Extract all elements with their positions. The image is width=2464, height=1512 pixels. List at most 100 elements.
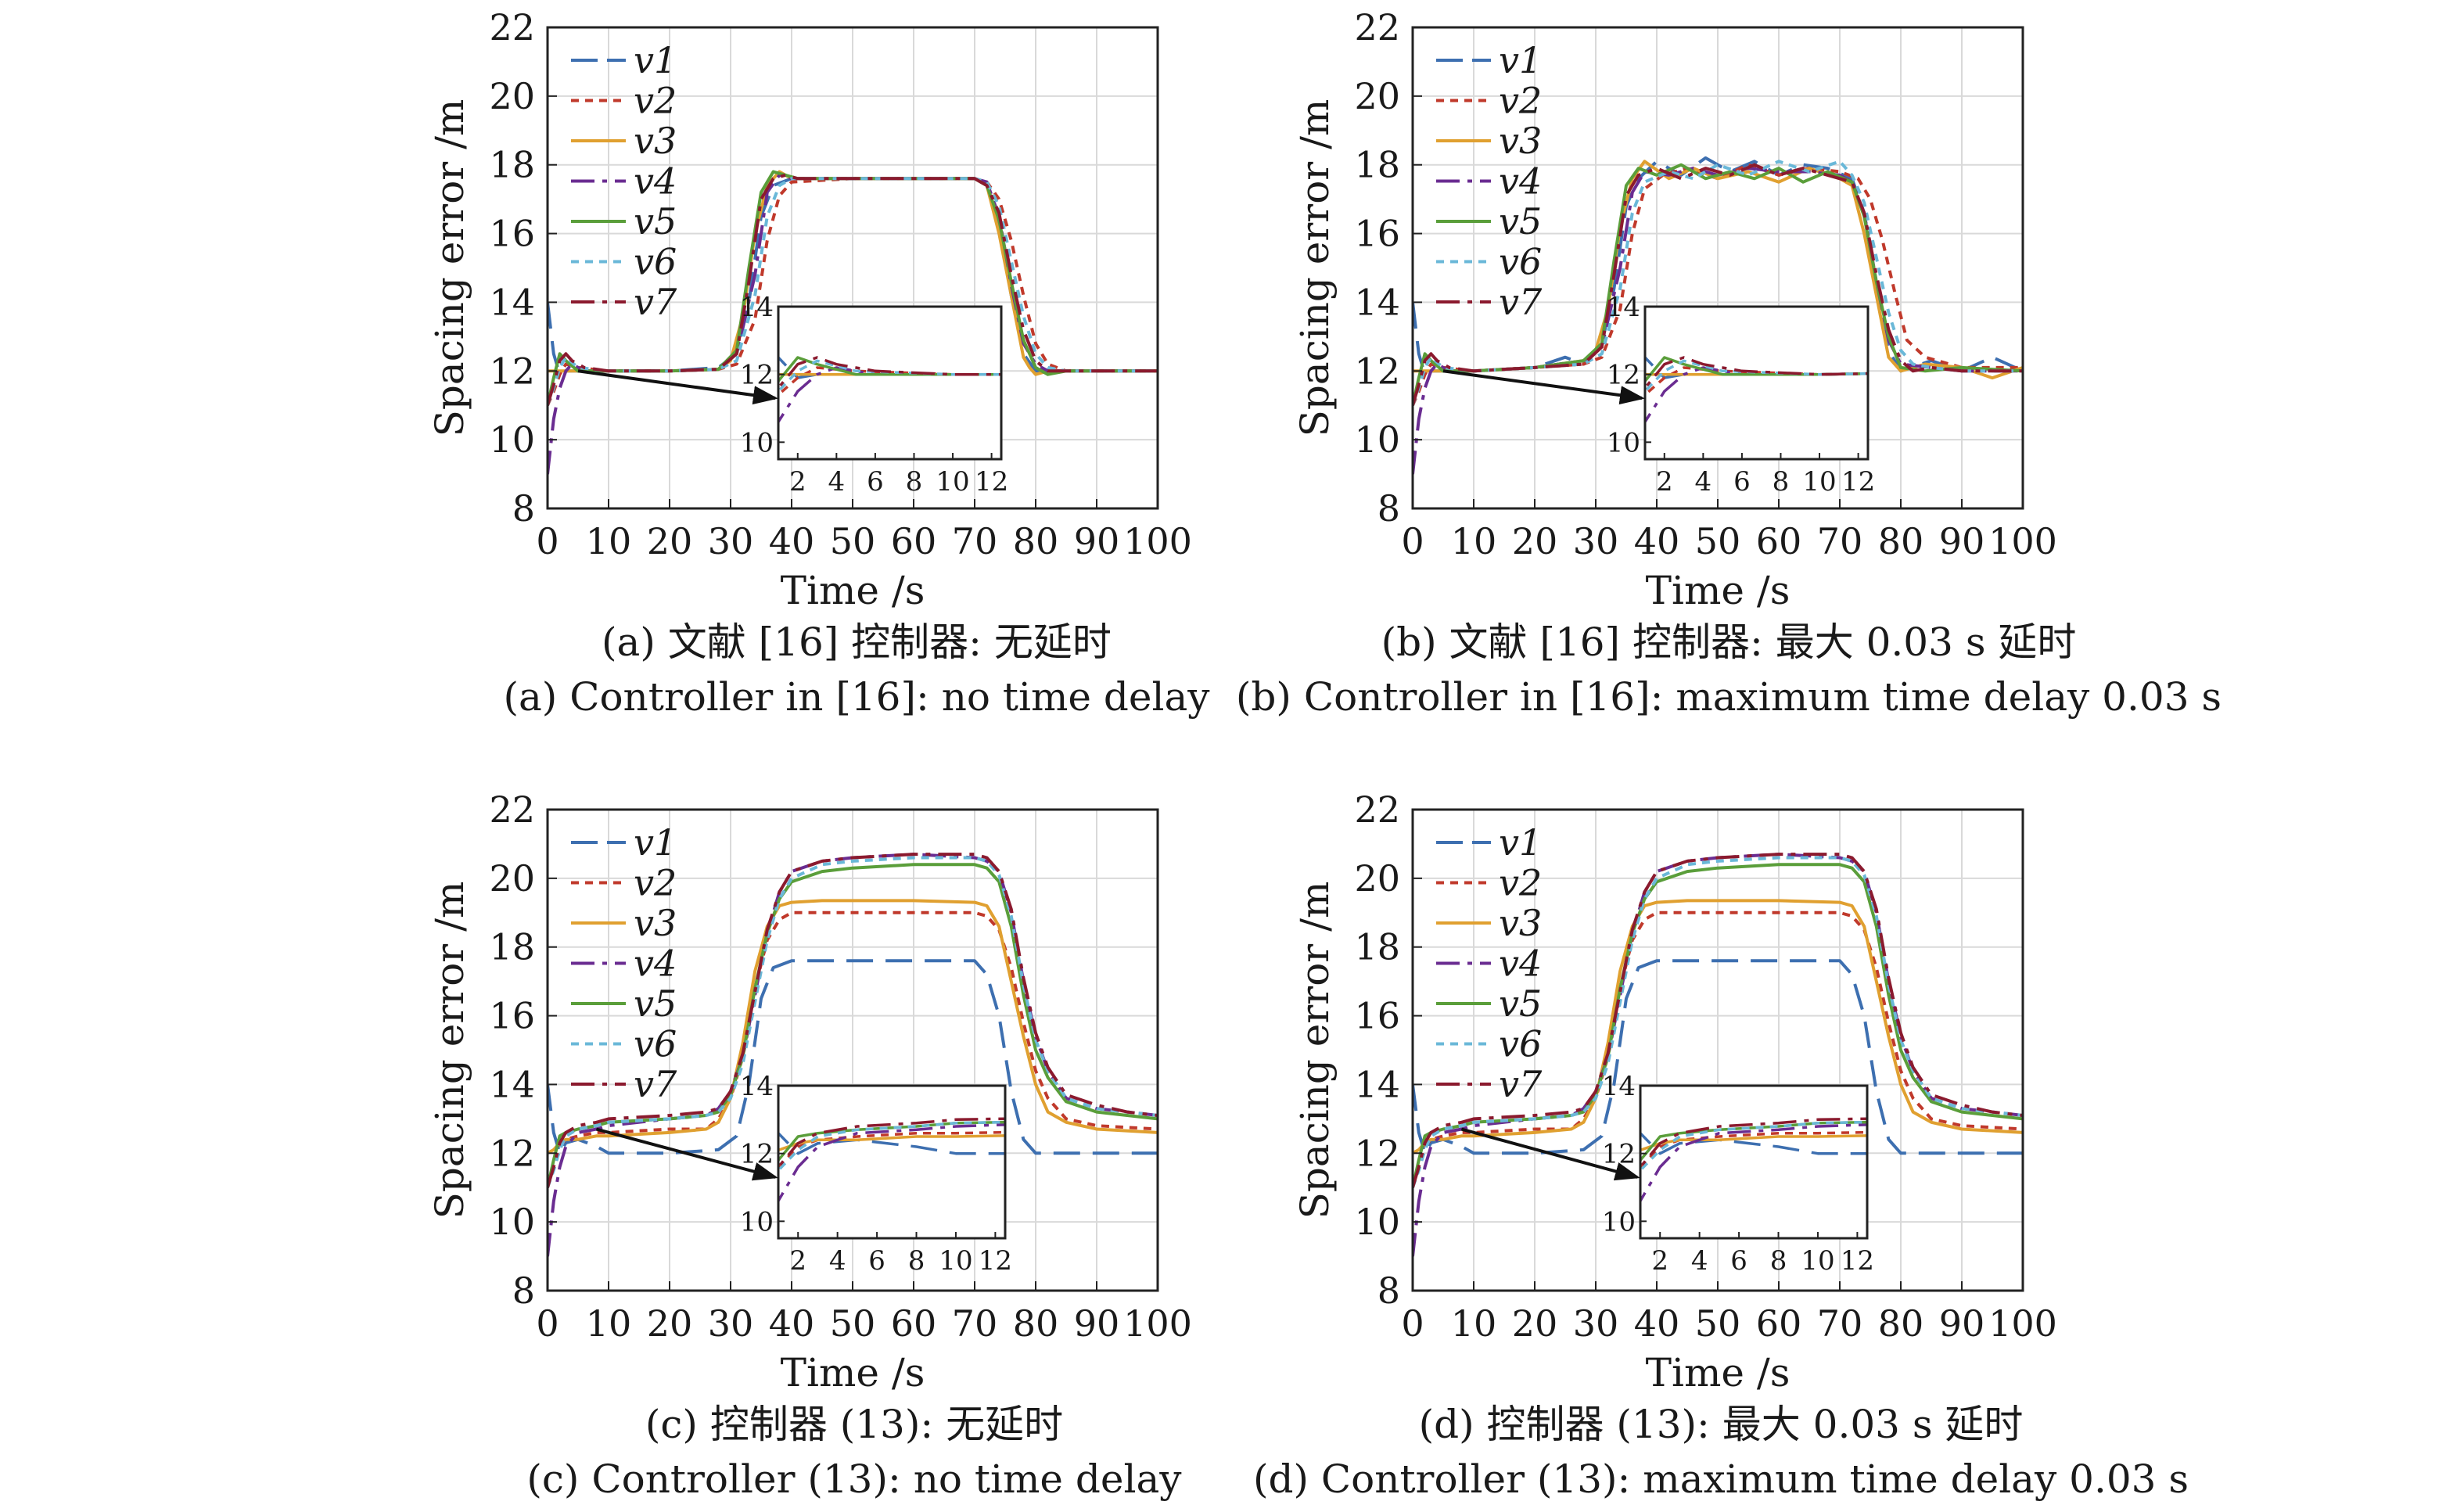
series-line-v1 bbox=[1413, 959, 2023, 1155]
x-tick-label: 10 bbox=[586, 1302, 632, 1345]
y-axis-label: Spacing error /m bbox=[1292, 882, 1338, 1219]
x-tick-label: 60 bbox=[1756, 520, 1802, 562]
x-tick-label: 30 bbox=[1573, 520, 1619, 562]
x-tick-label: 100 bbox=[1988, 1302, 2057, 1345]
inset-series-line-v3 bbox=[1640, 1134, 1867, 1152]
inset-x-tick-label: 12 bbox=[1841, 466, 1875, 497]
y-tick-label: 12 bbox=[1354, 350, 1400, 392]
inset-series-line-v5 bbox=[1640, 1120, 1867, 1163]
x-tick-label: 100 bbox=[1123, 1302, 1192, 1345]
inset-x-tick-label: 6 bbox=[867, 466, 884, 497]
chart-panel-2: 0 10 20 30 40 50 60 70 80 90 100810121416182022Tim… bbox=[1236, 6, 2222, 720]
series-line-v7 bbox=[548, 173, 1158, 406]
y-tick-label: 20 bbox=[489, 857, 535, 900]
x-axis-label: Time /s bbox=[781, 1350, 925, 1395]
chart-panel-3: 0 10 20 30 40 50 60 70 80 90 100810121416182022Tim… bbox=[427, 788, 1192, 1502]
y-tick-label: 8 bbox=[512, 487, 535, 530]
legend-label-v5: v5 bbox=[634, 200, 677, 242]
inset-series-line-v5 bbox=[1645, 356, 1868, 384]
inset-x-tick-label: 8 bbox=[906, 466, 923, 497]
inset-y-tick-label: 10 bbox=[740, 1206, 774, 1237]
y-tick-label: 14 bbox=[1354, 1063, 1400, 1105]
x-tick-label: 100 bbox=[1988, 520, 2057, 562]
series-line-v3 bbox=[1413, 899, 2023, 1155]
x-tick-label: 50 bbox=[830, 520, 876, 562]
y-tick-label: 22 bbox=[1354, 788, 1400, 831]
zoom-arrow bbox=[577, 369, 778, 405]
inset-x-tick-label: 8 bbox=[1773, 466, 1790, 497]
caption-en: (c) Controller (13): no time delay bbox=[526, 1456, 1182, 1502]
inset-x-tick-label: 8 bbox=[1770, 1245, 1787, 1277]
legend-label-v6: v6 bbox=[634, 241, 677, 283]
inset-x-tick-label: 12 bbox=[975, 466, 1008, 497]
y-tick-label: 16 bbox=[1354, 995, 1400, 1037]
inset-x-tick-label: 8 bbox=[908, 1245, 925, 1277]
legend-label-v6: v6 bbox=[1499, 241, 1542, 283]
inset-x-tick-label: 2 bbox=[789, 1245, 806, 1277]
inset-series-group bbox=[778, 1117, 1005, 1205]
y-tick-label: 20 bbox=[489, 75, 535, 117]
inset-y-tick-label: 14 bbox=[1607, 292, 1640, 323]
x-tick-label: 10 bbox=[1451, 520, 1497, 562]
legend-label-v3: v3 bbox=[634, 902, 677, 944]
x-tick-label: 0 bbox=[1401, 520, 1424, 562]
series-line-v2 bbox=[1413, 910, 2023, 1188]
legend-label-v6: v6 bbox=[634, 1023, 677, 1065]
inset-y-tick-label: 14 bbox=[740, 292, 774, 323]
inset-frame bbox=[1639, 1084, 1869, 1240]
legend-label-v4: v4 bbox=[634, 160, 677, 203]
series-group bbox=[1413, 853, 2023, 1257]
inset-y-tick-label: 10 bbox=[1602, 1206, 1636, 1237]
chart-panel-1: 0 10 20 30 40 50 60 70 80 90 100810121416182022Tim… bbox=[427, 6, 1210, 720]
legend-label-v7: v7 bbox=[1499, 281, 1543, 323]
zoom-arrow bbox=[595, 1127, 778, 1181]
legend-label-v2: v2 bbox=[1499, 80, 1542, 122]
inset-series-line-v5 bbox=[778, 356, 1001, 384]
y-tick-label: 12 bbox=[1354, 1132, 1400, 1174]
x-tick-label: 60 bbox=[891, 1302, 937, 1345]
series-line-v6 bbox=[548, 177, 1158, 406]
x-tick-label: 80 bbox=[1878, 520, 1924, 562]
x-tick-label: 40 bbox=[769, 1302, 815, 1345]
inset-y-tick-label: 10 bbox=[1607, 427, 1640, 458]
y-tick-label: 8 bbox=[512, 1270, 535, 1312]
inset-y-tick-label: 12 bbox=[1602, 1139, 1636, 1170]
legend-label-v1: v1 bbox=[634, 821, 677, 864]
legend-label-v7: v7 bbox=[634, 281, 677, 323]
x-tick-label: 10 bbox=[1451, 1302, 1497, 1345]
inset-series-line-v2 bbox=[778, 1130, 1005, 1169]
series-line-v4 bbox=[548, 173, 1158, 475]
y-tick-label: 8 bbox=[1377, 487, 1400, 530]
y-tick-label: 10 bbox=[1354, 418, 1400, 461]
x-tick-label: 60 bbox=[1756, 1302, 1802, 1345]
caption-en: (b) Controller in [16]: maximum time del… bbox=[1236, 674, 2222, 720]
inset-y-tick-label: 12 bbox=[740, 1139, 774, 1170]
legend-label-v1: v1 bbox=[634, 39, 677, 81]
x-tick-label: 20 bbox=[1512, 1302, 1558, 1345]
inset-x-tick-label: 10 bbox=[1802, 466, 1836, 497]
y-tick-label: 16 bbox=[489, 995, 535, 1037]
caption-cn: (a) 文献 [16] 控制器: 无延时 bbox=[602, 620, 1112, 665]
inset-x-tick-label: 10 bbox=[939, 1245, 972, 1277]
y-tick-label: 14 bbox=[489, 281, 535, 323]
x-tick-label: 40 bbox=[769, 520, 815, 562]
inset-background bbox=[778, 1086, 1005, 1238]
x-tick-label: 30 bbox=[708, 520, 754, 562]
caption-en: (d) Controller (13): maximum time delay … bbox=[1253, 1456, 2189, 1502]
legend-label-v4: v4 bbox=[1499, 943, 1542, 985]
y-axis-label: Spacing error /m bbox=[427, 882, 472, 1219]
inset-x-tick-label: 4 bbox=[1691, 1245, 1708, 1277]
inset-x-tick-label: 12 bbox=[979, 1245, 1012, 1277]
inset-series-line-v5 bbox=[778, 1120, 1005, 1163]
y-tick-label: 10 bbox=[489, 1201, 535, 1243]
y-tick-label: 20 bbox=[1354, 857, 1400, 900]
x-tick-label: 70 bbox=[952, 520, 998, 562]
series-line-v5 bbox=[1413, 863, 2023, 1188]
legend-label-v1: v1 bbox=[1499, 821, 1542, 864]
zoom-arrow bbox=[1442, 369, 1645, 405]
inset-background bbox=[1645, 307, 1868, 459]
inset-series-line-v6 bbox=[778, 359, 1001, 393]
inset-x-tick-label: 6 bbox=[1733, 466, 1751, 497]
